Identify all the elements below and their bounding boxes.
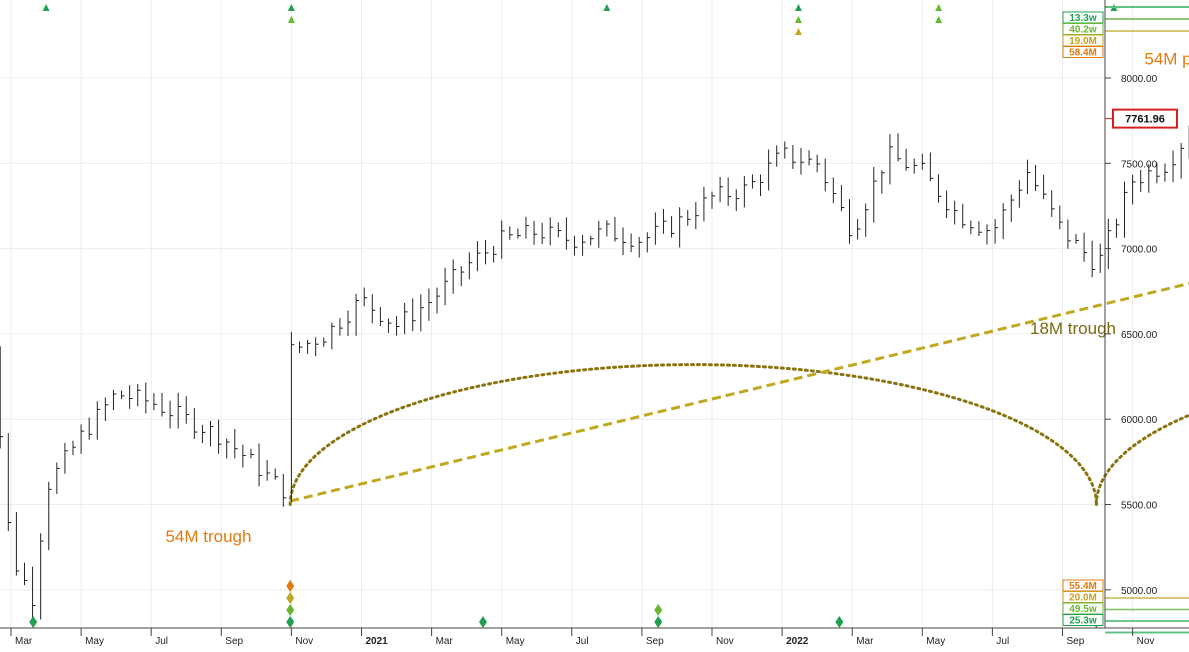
x-tick-label: May — [85, 636, 104, 647]
cycle-trough-marker — [286, 616, 295, 628]
period-badge-label: 55.4M — [1069, 581, 1097, 592]
y-tick-label: 7000.00 — [1121, 245, 1158, 256]
annotation-label: 54M peak — [1144, 49, 1189, 68]
x-tick-label: Nov — [1137, 636, 1155, 647]
annotation-label: 54M trough — [165, 527, 251, 546]
x-tick-label: May — [926, 636, 945, 647]
period-badge-label: 19.0M — [1069, 36, 1097, 47]
period-badge-label: 25.3w — [1069, 616, 1096, 627]
x-tick-label: Sep — [646, 636, 664, 647]
cycle-peak-marker — [603, 4, 611, 11]
y-tick-label: 5000.00 — [1121, 586, 1158, 597]
period-badge-label: 40.2w — [1069, 25, 1096, 36]
x-tick-label: Mar — [15, 636, 33, 647]
cycle-peak-marker — [794, 28, 802, 35]
cycle-peak-marker — [935, 16, 943, 23]
grid — [0, 0, 1134, 628]
cycle-arc — [1094, 413, 1189, 506]
x-tick-label: Mar — [436, 636, 454, 647]
x-tick-label: 2022 — [786, 636, 809, 647]
trend-line-dashed — [289, 281, 1189, 503]
cycle-trough-marker — [286, 580, 295, 592]
x-axis: Mar May Jul Sep Nov 2021 Mar May Jul Sep Nov 2022 Ma… — [0, 627, 1189, 647]
price-bars — [0, 125, 1189, 620]
y-tick-label: 8000.00 — [1121, 74, 1158, 85]
cycle-peak-marker — [42, 4, 50, 11]
annotation-label: 18M trough — [1030, 319, 1116, 338]
cycle-arcs — [288, 363, 1189, 506]
current-price-box — [1112, 108, 1178, 129]
trend-line — [289, 281, 1189, 503]
cycle-peak-marker — [287, 16, 295, 23]
y-tick-label: 6000.00 — [1121, 415, 1158, 426]
x-tick-label: Sep — [1067, 636, 1085, 647]
cycle-projections — [1105, 6, 1189, 634]
cycle-trough-marker — [286, 592, 295, 604]
cycle-arc — [288, 363, 1098, 506]
x-tick-label: Jul — [576, 636, 589, 647]
period-badge-label: 58.4M — [1069, 48, 1097, 59]
period-badge-label: 20.0M — [1069, 593, 1097, 604]
period-badge-box — [1062, 46, 1104, 58]
x-tick-label: Sep — [225, 636, 243, 647]
x-tick-label: Jul — [996, 636, 1009, 647]
y-tick-label: 7500.00 — [1121, 159, 1158, 170]
cycle-trough-marker — [654, 604, 663, 616]
x-tick-label: Jul — [155, 636, 168, 647]
period-badge-box — [1062, 614, 1104, 626]
annotations: 54M peak20W peakzone40W trough thisSepte… — [165, 49, 1189, 546]
x-tick-label: Nov — [716, 636, 734, 647]
x-tick-label: Nov — [295, 636, 313, 647]
period-badge-label: 13.3w — [1069, 13, 1096, 24]
cycle-peak-marker — [935, 4, 943, 11]
y-tick-label: 5500.00 — [1121, 501, 1158, 512]
y-tick-label: 6500.00 — [1121, 330, 1158, 341]
cycle-peak-marker — [794, 16, 802, 23]
period-badge-label: 49.5w — [1069, 604, 1096, 615]
cycle-trough-marker — [286, 604, 295, 616]
x-tick-label: Mar — [856, 636, 874, 647]
cycle-trough-marker — [654, 616, 663, 628]
current-price-label: 7761.96 — [1125, 114, 1165, 126]
x-tick-label: 2021 — [366, 636, 389, 647]
cycle-trough-marker — [835, 616, 844, 628]
cycle-peak-marker — [287, 4, 295, 11]
cycle-trough-marker — [479, 616, 488, 628]
y-axis: 5000.00 5500.00 6000.00 6500.00 7000.00 7500.… — [1104, 0, 1178, 628]
cycle-trough-marker — [29, 616, 38, 628]
cycle-peak-marker — [794, 4, 802, 11]
x-tick-label: May — [506, 636, 525, 647]
